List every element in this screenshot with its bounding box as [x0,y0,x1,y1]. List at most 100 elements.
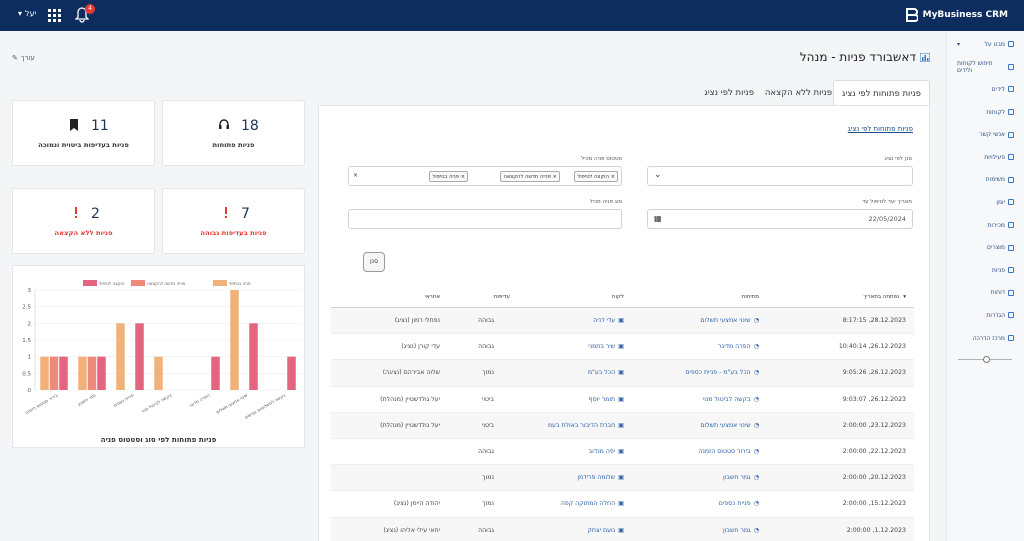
cell-subject[interactable]: ◔ בירור סטטוס הזמנה [698,448,759,456]
status-chip[interactable]: × פנייה חדשה להקצאה [500,171,560,182]
cell-priority: נמוך [482,474,494,482]
cell-customer[interactable]: ▣ נועם יצחק [587,526,624,534]
sidebar-slider-handle[interactable] [983,356,990,363]
sidebar-item[interactable]: מוצרים [947,236,1024,259]
cell-date: 26.12.2023, 9:03:07 [842,395,906,403]
card-icon [1008,109,1014,116]
bar [154,356,163,390]
cell-subject[interactable]: ◔ שינוי אמצעי תשלום [700,421,759,429]
table-body: 28.12.2023, 8:17:15 ◔ שינוי אמצעי תשלום ▣ עד… [331,308,914,541]
date-value: 22/05/2024 [868,215,906,223]
cell-customer[interactable]: ▣ הכל בע"מ [587,369,624,377]
cell-customer[interactable]: ▣ תומר יוסף [588,395,624,403]
cell-priority: ביטוי [481,421,494,429]
cell-customer[interactable]: ▣ שלומה פרידמן [577,474,624,482]
cell-subject[interactable]: ◔ גמר חשבון [723,474,759,482]
calendar-icon: ▦ [654,214,662,223]
col-customer-header[interactable]: לקוח [611,293,624,300]
section-title[interactable]: פניות פתוחות לפי נציג [847,125,913,133]
sidebar-item[interactable]: משימות [947,169,1024,192]
cell-customer[interactable]: ▣ חברת הדיבור באולת בעמ [547,421,624,429]
table-row[interactable]: 26.12.2023, 9:03:07 ◔ בקשה לביטול מנוי ▣ תומ… [331,387,914,413]
status-chip[interactable]: × הוקצה לטיפול [574,171,618,182]
brand[interactable]: MyBusiness CRM [905,8,1008,22]
brand-name: MyBusiness CRM [922,10,1008,20]
sidebar-item[interactable]: מבט על ▾ [947,33,1024,56]
type-filter-label: סוג פניה מכיל [589,199,622,205]
table-row[interactable]: 26.12.2023, 10:40:14 ◔ הפרה מדיגר ▣ שיר בחמנ… [331,334,914,361]
status-filter-multiselect[interactable]: × הוקצה לטיפול × פנייה חדשה להקצאה × פני… [348,166,622,186]
user-menu[interactable]: ▾ יעל [18,9,36,18]
filter-button[interactable]: סנן [363,252,385,272]
tab-unassigned[interactable]: פניות ללא הקצאה [764,88,832,98]
kpi-card-unassigned[interactable]: 2 פניות ללא הקצאה [12,188,155,254]
kpi-label: פניות בעדיפות גבוהה [200,229,267,237]
date-filter-input[interactable]: ▦ 22/05/2024 [647,209,913,229]
bell-icon[interactable] [74,7,90,23]
bar [211,356,220,390]
sidebar-item[interactable]: אנשי קשר [947,123,1024,146]
tab-open-by-rep[interactable]: פניות פתוחות לפי נציג [832,80,930,106]
table-row[interactable]: 20.12.2023, 2:00:00 ◔ גמר חשבון ▣ שלומה פריד… [331,465,914,492]
cell-subject[interactable]: ◔ הכל בע"מ - פניית כספים [685,369,759,377]
kpi-card-open[interactable]: 18 פניות פתוחות [162,100,305,166]
sidebar-item[interactable]: מכירות [947,214,1024,237]
cell-subject[interactable]: ◔ גמר חשבון [723,526,759,534]
person-icon [1008,131,1014,138]
sidebar-item[interactable]: יומן [947,191,1024,214]
cell-subject[interactable]: ◔ הפרה מדיגר [718,343,759,351]
edit-link[interactable]: ✎ עורך [12,54,35,62]
kpi-label: פניות פתוחות [212,141,255,149]
x-tick-label: פניית כספים [113,393,135,409]
close-icon[interactable]: × [459,174,465,180]
table-row[interactable]: 1.12.2023, 2:00:00 ◔ גמר חשבון ▣ נועם יצחק גב… [331,517,914,541]
sidebar-item[interactable]: חיפוש לקוחות ולידים [947,56,1024,79]
sidebar-item[interactable]: פעילויות [947,146,1024,169]
table-row[interactable]: 22.12.2023, 2:00:00 ◔ בירור סטטוס הזמנה ▣ יפ… [331,439,914,466]
type-filter-input[interactable] [348,209,622,229]
table-row[interactable]: 15.12.2023, 2:00:00 ◔ פניית כספים ▣ החלה המת… [331,491,914,518]
sidebar-item[interactable]: לקוחות [947,101,1024,124]
clear-all-icon[interactable]: × [353,172,359,179]
table-row[interactable]: 28.12.2023, 8:17:15 ◔ שינוי אמצעי תשלום ▣ עד… [331,308,914,335]
cell-subject[interactable]: ◔ בקשה לביטול מנוי [702,395,759,403]
apps-grid-icon[interactable] [48,9,61,22]
sidebar-item[interactable]: לידים [947,78,1024,101]
cell-customer[interactable]: ▣ עדי דניה [593,317,624,325]
close-icon[interactable]: × [609,174,615,180]
cell-customer[interactable]: ▣ שיר בחמני [588,343,624,351]
cell-priority: נמוך [482,500,494,508]
cell-subject[interactable]: ◔ פניית כספים [718,500,759,508]
sidebar-item-label: לידים [991,85,1005,93]
sidebar-item[interactable]: דוחות [947,282,1024,305]
cell-customer[interactable]: ▣ החלה המתוקה קפה [560,500,624,508]
tab-bar: פניות פתוחות לפי נציג פניות ללא הקצאה פנ… [318,80,930,106]
cell-priority: גבוהה [478,448,494,456]
x-tick-label: שינוי אמצעי תשלום [216,393,249,415]
close-icon[interactable]: × [551,174,557,180]
col-priority-header[interactable]: עדיפות [493,293,510,300]
cell-customer[interactable]: ▣ יפה מנדוב [588,448,624,456]
user-name: יעל [25,9,37,18]
table-row[interactable]: 26.12.2023, 9:05:26 ◔ הכל בע"מ - פניית כספ… [331,360,914,387]
status-chip[interactable]: × פניה בטיפול [429,171,468,182]
col-owner-header[interactable]: אחראי [424,293,440,300]
cell-subject[interactable]: ◔ שינוי אמצעי תשלום [700,317,759,325]
bar [249,323,258,390]
chart-icon [1008,41,1014,48]
rep-filter-select[interactable]: ⌄ [647,166,913,186]
chart-card: 0 0.5 1 1.5 2 2.5 3 פניה בטיפול פנייה חדשה להקצא… [12,265,305,448]
col-subject-header[interactable]: מתיחות [741,293,759,300]
cell-date: 22.12.2023, 2:00:00 [842,448,906,456]
sidebar-item[interactable]: הגדרות [947,304,1024,327]
sidebar-item[interactable]: פניות [947,259,1024,282]
table-row[interactable]: 23.12.2023, 2:00:00 ◔ שינוי אמצעי תשלום ▣ חב… [331,412,914,439]
kpi-card-high-priority[interactable]: 7 פניות בעדיפות גבוהה [162,188,305,254]
kpi-card-low-priority[interactable]: 11 פניות בעדיפות ביטוית ונמוכה [12,100,155,166]
legend-label: פנייה חדשה להקצאה [147,281,186,286]
cell-date: 26.12.2023, 10:40:14 [838,343,906,351]
col-date-header[interactable]: ▾ נפתחה בתאריך [863,293,906,300]
sidebar-item[interactable]: מרכז הדרכה [947,327,1024,350]
y-tick-label: 3 [28,288,32,294]
tab-by-rep[interactable]: פניות לפי נציג [704,88,754,98]
